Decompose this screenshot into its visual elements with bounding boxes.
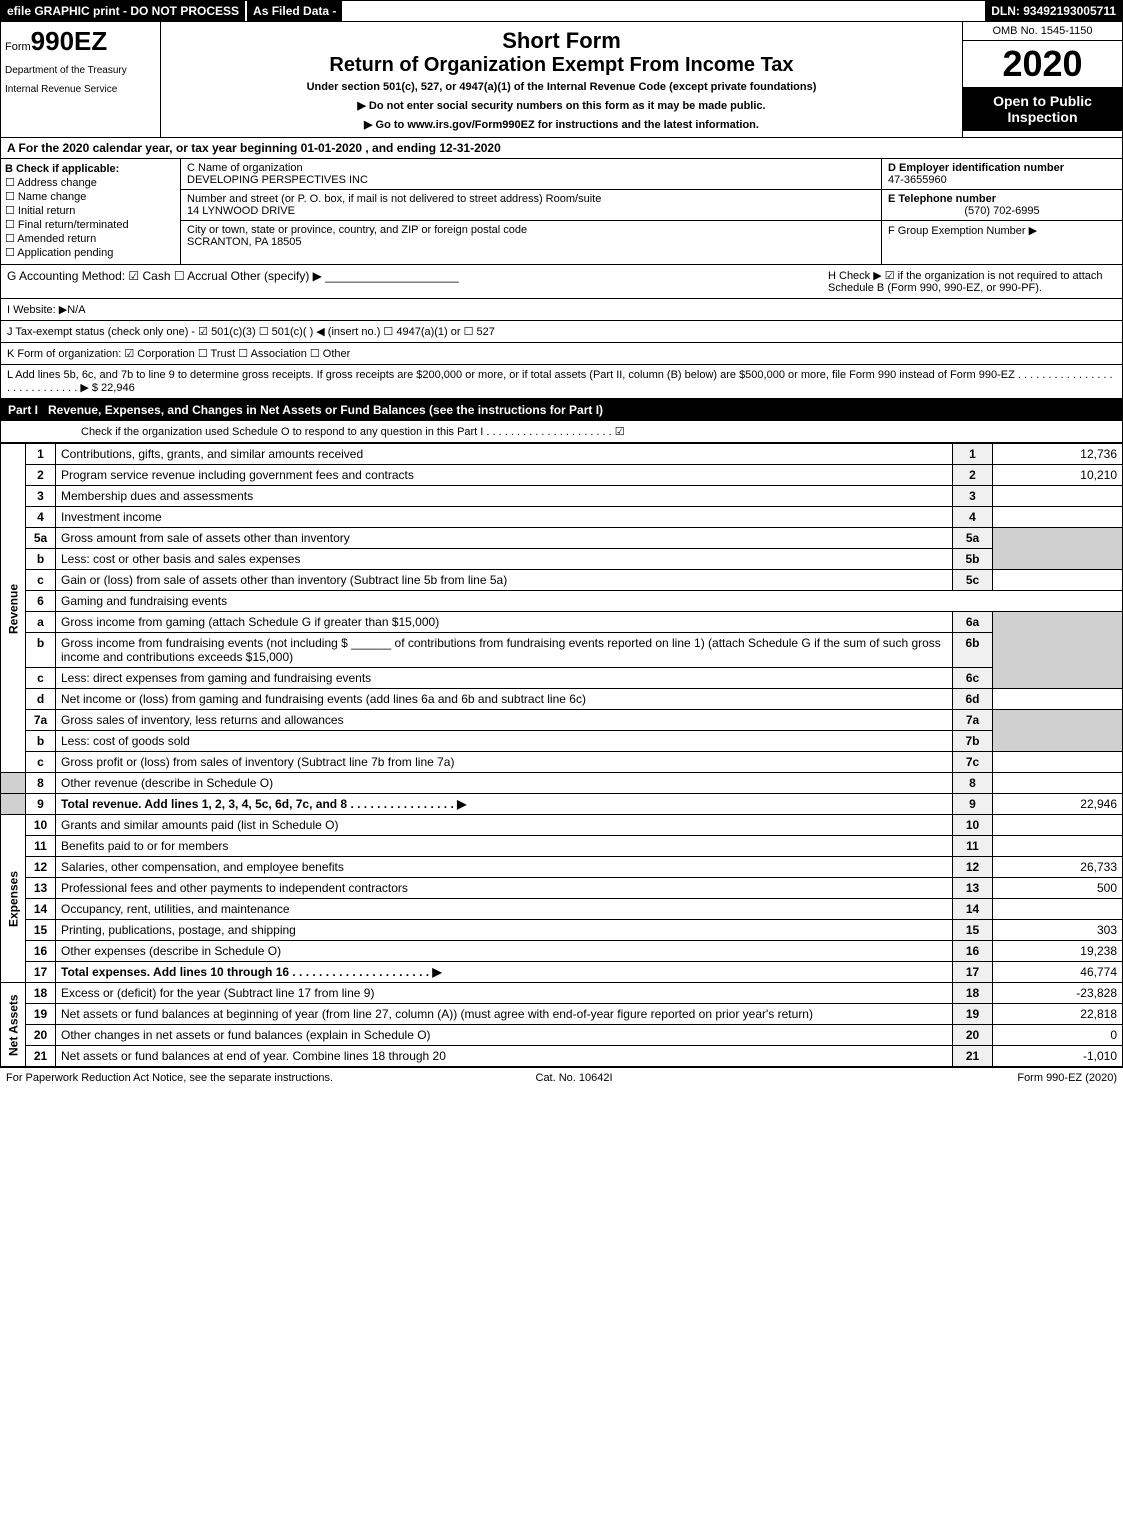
ln18-val: -23,828 <box>993 983 1123 1004</box>
vlabel-expenses: Expenses <box>1 815 26 983</box>
boxes-bcd: B Check if applicable: ☐ Address change … <box>0 159 1123 265</box>
part1-num: Part I <box>8 403 38 417</box>
check-name[interactable]: ☐ Name change <box>5 190 176 203</box>
c-name-label: C Name of organization <box>187 162 875 174</box>
line-k: K Form of organization: ☑ Corporation ☐ … <box>0 343 1123 365</box>
part1-table: Revenue 1Contributions, gifts, grants, a… <box>0 443 1123 1067</box>
ln21-val: -1,010 <box>993 1046 1123 1067</box>
ln1-num: 1 <box>26 444 56 465</box>
instruction-2: ▶ Go to www.irs.gov/Form990EZ for instru… <box>167 118 956 131</box>
c-addr-label: Number and street (or P. O. box, if mail… <box>187 193 875 205</box>
footer: For Paperwork Reduction Act Notice, see … <box>0 1067 1123 1088</box>
box-def: D Employer identification number 47-3655… <box>882 159 1122 264</box>
dept-treasury: Department of the Treasury <box>5 65 156 76</box>
form-id-box: Form990EZ Department of the Treasury Int… <box>1 22 161 137</box>
ln1-text: Contributions, gifts, grants, and simila… <box>56 444 953 465</box>
d-label: D Employer identification number <box>888 162 1116 174</box>
vlabel-revenue: Revenue <box>1 444 26 773</box>
instruction-1: ▶ Do not enter social security numbers o… <box>167 99 956 112</box>
box-c: C Name of organization DEVELOPING PERSPE… <box>181 159 882 264</box>
tax-year: 2020 <box>963 41 1122 87</box>
part1-title: Revenue, Expenses, and Changes in Net As… <box>48 403 603 417</box>
ln17-val: 46,774 <box>993 962 1123 983</box>
line-i: I Website: ▶N/A <box>0 299 1123 321</box>
form-prefix: Form <box>5 41 31 53</box>
title-block: Form990EZ Department of the Treasury Int… <box>0 22 1123 138</box>
form-number: 990EZ <box>31 26 108 56</box>
line-a: A For the 2020 calendar year, or tax yea… <box>0 138 1123 159</box>
check-amended[interactable]: ☐ Amended return <box>5 232 176 245</box>
main-title: Return of Organization Exempt From Incom… <box>167 54 956 77</box>
line-gh: G Accounting Method: ☑ Cash ☐ Accrual Ot… <box>0 265 1123 299</box>
asfiled-label: As Filed Data - <box>247 1 342 21</box>
footer-left: For Paperwork Reduction Act Notice, see … <box>6 1072 333 1084</box>
title-center: Short Form Return of Organization Exempt… <box>161 22 962 137</box>
dept-irs: Internal Revenue Service <box>5 84 156 95</box>
ln4-text: Investment income <box>56 507 953 528</box>
header-bar: efile GRAPHIC print - DO NOT PROCESS As … <box>0 0 1123 22</box>
line-h: H Check ▶ ☑ if the organization is not r… <box>822 265 1122 298</box>
c-addr: 14 LYNWOOD DRIVE <box>187 205 875 217</box>
c-city-label: City or town, state or province, country… <box>187 224 875 236</box>
part1-header: Part I Revenue, Expenses, and Changes in… <box>0 399 1123 421</box>
c-org-name: DEVELOPING PERSPECTIVES INC <box>187 174 875 186</box>
line-j: J Tax-exempt status (check only one) - ☑… <box>0 321 1123 343</box>
check-final[interactable]: ☐ Final return/terminated <box>5 218 176 231</box>
check-pending[interactable]: ☐ Application pending <box>5 246 176 259</box>
f-label: F Group Exemption Number ▶ <box>888 224 1116 237</box>
check-address[interactable]: ☐ Address change <box>5 176 176 189</box>
subtitle: Under section 501(c), 527, or 4947(a)(1)… <box>167 81 956 93</box>
dln-label: DLN: 93492193005711 <box>985 1 1122 21</box>
part1-check: Check if the organization used Schedule … <box>0 421 1123 443</box>
line-g: G Accounting Method: ☑ Cash ☐ Accrual Ot… <box>1 265 822 298</box>
ln3-text: Membership dues and assessments <box>56 486 953 507</box>
box-b-title: B Check if applicable: <box>5 163 176 175</box>
open-public: Open to Public Inspection <box>963 87 1122 131</box>
ln2-val: 10,210 <box>993 465 1123 486</box>
footer-right: Form 990-EZ (2020) <box>1017 1072 1117 1084</box>
check-initial[interactable]: ☐ Initial return <box>5 204 176 217</box>
box-b: B Check if applicable: ☐ Address change … <box>1 159 181 264</box>
e-label: E Telephone number <box>888 193 1116 205</box>
ln9-val: 22,946 <box>993 794 1123 815</box>
footer-cat: Cat. No. 10642I <box>536 1072 613 1084</box>
c-city: SCRANTON, PA 18505 <box>187 236 875 248</box>
d-ein: 47-3655960 <box>888 174 1116 186</box>
line-l: L Add lines 5b, 6c, and 7b to line 9 to … <box>0 365 1123 399</box>
short-form-title: Short Form <box>167 28 956 54</box>
omb-number: OMB No. 1545-1150 <box>963 22 1122 41</box>
ln1-val: 12,736 <box>993 444 1123 465</box>
title-right: OMB No. 1545-1150 2020 Open to Public In… <box>962 22 1122 137</box>
vlabel-netassets: Net Assets <box>1 983 26 1067</box>
ln12-val: 26,733 <box>993 857 1123 878</box>
ln1-side: 1 <box>953 444 993 465</box>
e-phone: (570) 702-6995 <box>888 205 1116 217</box>
ln2-text: Program service revenue including govern… <box>56 465 953 486</box>
efile-label: efile GRAPHIC print - DO NOT PROCESS <box>1 1 245 21</box>
